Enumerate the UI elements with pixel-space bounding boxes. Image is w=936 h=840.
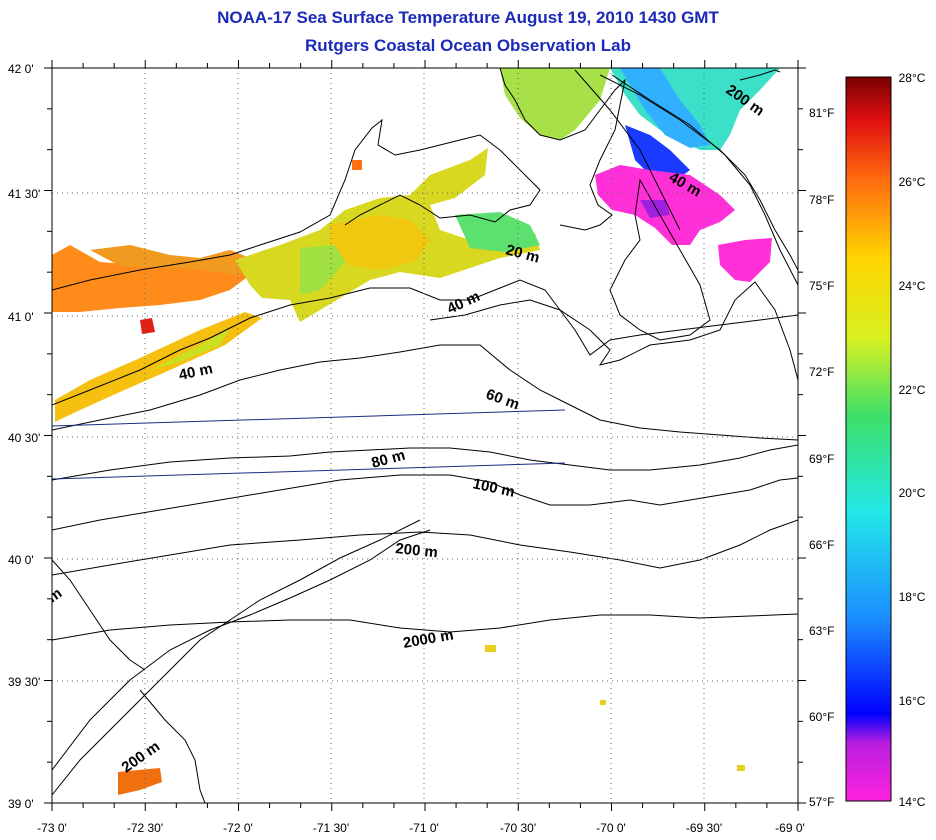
bathymetry-contours xyxy=(52,69,798,803)
lat-label: 39 30' xyxy=(8,675,40,689)
lon-label: -72 30' xyxy=(127,821,163,835)
fahrenheit-label: 66°F xyxy=(809,538,834,552)
map-title: NOAA-17 Sea Surface Temperature August 1… xyxy=(217,8,719,27)
lat-label: 40 0' xyxy=(8,553,34,567)
fahrenheit-label: 57°F xyxy=(809,795,834,809)
lat-label: 41 0' xyxy=(8,310,34,324)
fahrenheit-label: 78°F xyxy=(809,193,834,207)
fahrenheit-label: 63°F xyxy=(809,624,834,638)
lon-label: -73 0' xyxy=(37,821,67,835)
axis-ticks xyxy=(44,60,806,811)
lat-label: 40 30' xyxy=(8,431,40,445)
lon-label: -70 0' xyxy=(596,821,626,835)
contour-label-200m-shelf: 200 m xyxy=(395,540,439,561)
celsius-label: 20°C xyxy=(899,486,926,500)
colorbar xyxy=(845,76,892,802)
lon-label: -70 30' xyxy=(500,821,536,835)
celsius-label: 16°C xyxy=(899,694,926,708)
lat-label: 41 30' xyxy=(8,187,40,201)
celsius-label: 22°C xyxy=(899,383,926,397)
latitude-labels: 42 0' 41 30' 41 0' 40 30' 40 0' 39 30' 3… xyxy=(8,62,40,811)
lon-label: -71 0' xyxy=(409,821,439,835)
satellite-track-lines xyxy=(52,409,566,480)
lon-label: -69 0' xyxy=(775,821,805,835)
fahrenheit-label: 60°F xyxy=(809,710,834,724)
colorbar-fahrenheit-labels: 81°F 78°F 75°F 72°F 69°F 66°F 63°F 60°F … xyxy=(809,106,834,809)
lon-label: -69 30' xyxy=(686,821,722,835)
celsius-label: 14°C xyxy=(899,795,926,809)
longitude-labels: -73 0' -72 30' -72 0' -71 30' -71 0' -70… xyxy=(37,821,805,835)
map-subtitle: Rutgers Coastal Ocean Observation Lab xyxy=(305,36,631,55)
celsius-label: 26°C xyxy=(899,175,926,189)
colorbar-celsius-labels: 28°C 26°C 24°C 22°C 20°C 18°C 16°C 14°C xyxy=(899,71,926,809)
lon-label: -71 30' xyxy=(313,821,349,835)
contour-label-40m-west: 40 m xyxy=(177,360,214,384)
fahrenheit-label: 72°F xyxy=(809,365,834,379)
celsius-label: 18°C xyxy=(899,590,926,604)
fahrenheit-label: 69°F xyxy=(809,452,834,466)
celsius-label: 24°C xyxy=(899,279,926,293)
celsius-label: 28°C xyxy=(899,71,926,85)
fahrenheit-label: 81°F xyxy=(809,106,834,120)
lat-label: 39 0' xyxy=(8,797,34,811)
lat-label: 42 0' xyxy=(8,62,34,76)
fahrenheit-label: 75°F xyxy=(809,279,834,293)
lon-label: -72 0' xyxy=(223,821,253,835)
